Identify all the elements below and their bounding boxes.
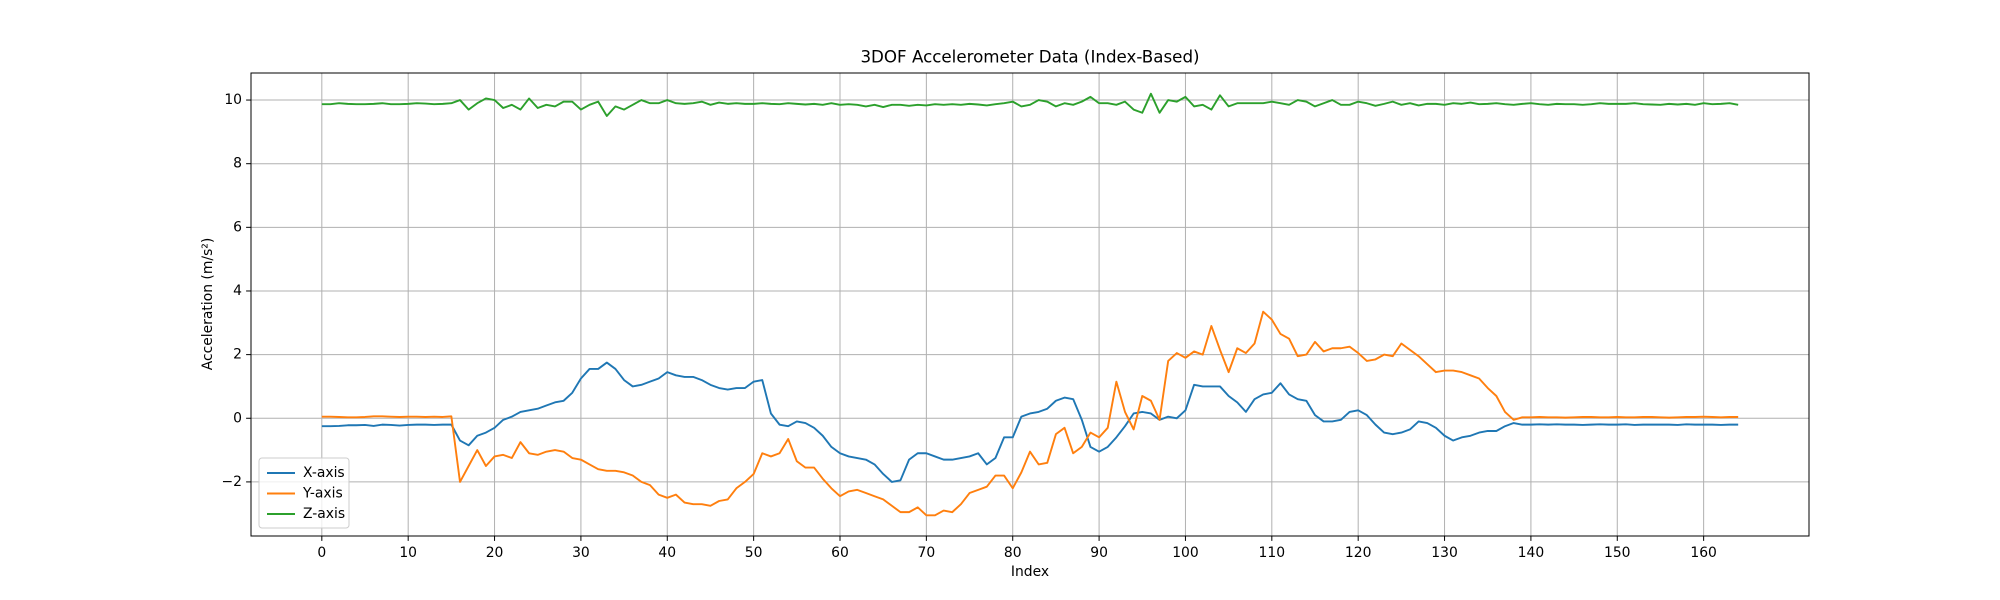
x-tick-label: 40 bbox=[658, 545, 676, 561]
y-tick-label: 6 bbox=[233, 219, 242, 235]
y-tick-label: 10 bbox=[224, 92, 242, 108]
y-tick-label: 8 bbox=[233, 156, 242, 172]
x-tick-label: 0 bbox=[317, 545, 326, 561]
y-tick-label: 0 bbox=[233, 410, 242, 426]
legend-box bbox=[258, 457, 350, 529]
x-tick-label: 160 bbox=[1690, 545, 1717, 561]
legend: X-axis Y-axis Z-axis bbox=[258, 457, 350, 529]
x-tick-label: 10 bbox=[399, 545, 417, 561]
x-tick-label: 130 bbox=[1431, 545, 1458, 561]
x-tick-label: 100 bbox=[1172, 545, 1199, 561]
chart-title: 3DOF Accelerometer Data (Index-Based) bbox=[860, 47, 1199, 67]
y-axis-label: Acceleration (m/s²) bbox=[200, 238, 216, 371]
data-line bbox=[321, 361, 1739, 483]
plot-frame bbox=[250, 72, 1810, 537]
x-tick-label: 140 bbox=[1518, 545, 1545, 561]
x-tick-label: 30 bbox=[572, 545, 590, 561]
x-tick-label: 120 bbox=[1345, 545, 1372, 561]
x-tick-label: 150 bbox=[1604, 545, 1631, 561]
x-tick-label: 70 bbox=[918, 545, 936, 561]
legend-label: X-axis bbox=[303, 465, 345, 481]
x-tick-label: 90 bbox=[1090, 545, 1108, 561]
x-tick-label: 50 bbox=[745, 545, 763, 561]
x-tick-label: 80 bbox=[1004, 545, 1022, 561]
y-tick-label: 4 bbox=[233, 283, 242, 299]
data-line bbox=[321, 92, 1739, 117]
x-tick-label: 20 bbox=[486, 545, 504, 561]
x-tick-label: 60 bbox=[831, 545, 849, 561]
y-tick-label: 2 bbox=[233, 347, 242, 363]
x-tick-label: 110 bbox=[1259, 545, 1286, 561]
legend-label: Z-axis bbox=[303, 506, 345, 522]
x-axis-label: Index bbox=[1011, 564, 1049, 580]
y-tick-label: −2 bbox=[222, 474, 242, 490]
data-line bbox=[321, 310, 1739, 517]
legend-label: Y-axis bbox=[302, 486, 343, 502]
